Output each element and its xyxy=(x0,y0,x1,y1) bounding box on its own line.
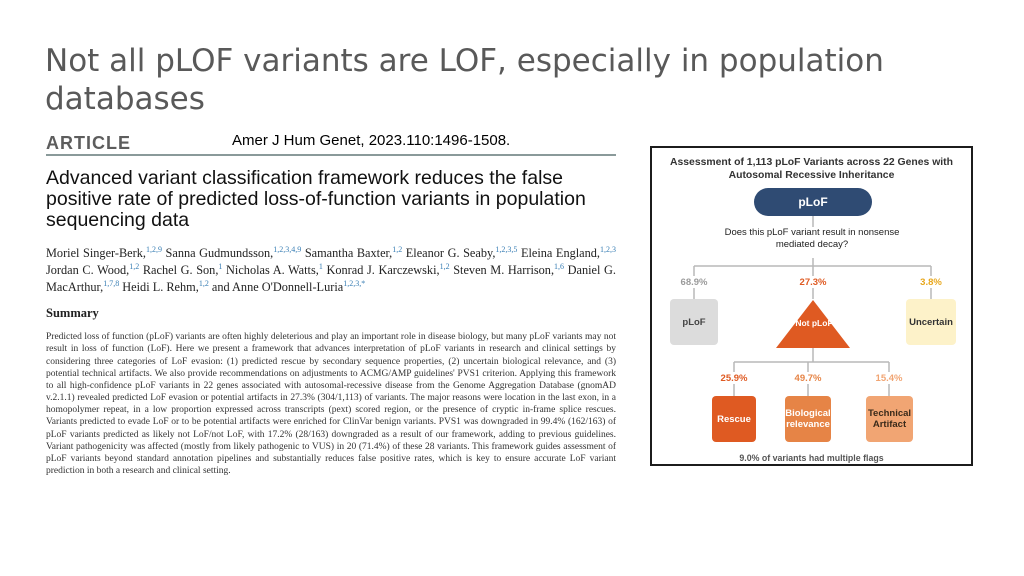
author-affiliation: 1,2,3,5 xyxy=(495,245,518,254)
figure-panel: Assessment of 1,113 pLoF Variants across… xyxy=(650,146,973,466)
author-affiliation: 1,2,3 xyxy=(599,245,616,254)
sub-pct-technical: 15.4% xyxy=(875,373,903,384)
author-name: Rachel G. Son, xyxy=(142,263,219,278)
sub-pct-biological: 49.7% xyxy=(794,373,822,384)
author-name: Daniel G. MacArthur, xyxy=(46,263,617,295)
plof-root-node: pLoF xyxy=(754,188,872,216)
author-name: and Anne O'Donnell-Luria xyxy=(211,280,344,295)
slide-title: Not all pLOF variants are LOF, especiall… xyxy=(45,43,884,117)
branch-pct-uncertain: 3.8% xyxy=(920,277,942,288)
author-affiliation: 1,6 xyxy=(554,262,565,272)
figure-title: Assessment of 1,113 pLoF Variants across… xyxy=(670,157,953,181)
author-affiliation: 1,2,3,* xyxy=(343,279,366,289)
biological-relevance-box: Biological relevance xyxy=(785,396,831,442)
article-divider xyxy=(46,154,616,156)
author-affiliation: 1,2,3,4,9 xyxy=(273,245,302,254)
author-name: Nicholas A. Watts, xyxy=(226,263,319,278)
article-panel: ARTICLE Advanced variant classification … xyxy=(46,133,616,477)
author-affiliation: 1,2 xyxy=(439,262,450,272)
not-plof-triangle xyxy=(776,300,850,348)
author-name: Moriel Singer-Berk, xyxy=(46,246,146,261)
figure-footer: 9.0% of variants had multiple flags xyxy=(739,453,884,463)
author-affiliation: 1,2 xyxy=(129,262,140,272)
citation: Amer J Hum Genet, 2023.110:1496-1508. xyxy=(232,132,511,149)
author-affiliation: 1 xyxy=(218,262,223,272)
author-affiliation: 1,2 xyxy=(198,279,209,289)
sub-pct-rescue: 25.9% xyxy=(720,373,748,384)
branch-pct-not-plof: 27.3% xyxy=(799,277,827,288)
article-authors: Moriel Singer-Berk,1,2,9 Sanna Gudmundss… xyxy=(46,243,616,294)
article-tag: ARTICLE xyxy=(46,133,131,153)
author-name: Konrad J. Karczewski, xyxy=(326,263,440,278)
author-name: Heidi L. Rehm, xyxy=(122,280,199,295)
plof-box: pLoF xyxy=(670,299,718,345)
not-plof-label: Not pLoF xyxy=(795,318,833,328)
author-affiliation: 1,7,8 xyxy=(103,279,120,289)
uncertain-box: Uncertain xyxy=(906,299,956,345)
summary-text: Predicted loss of function (pLoF) varian… xyxy=(46,332,616,476)
author-name: Steven M. Harrison, xyxy=(453,263,555,278)
article-title: Advanced variant classification framewor… xyxy=(46,167,586,231)
branch-pct-plof: 68.9% xyxy=(680,277,708,288)
author-affiliation: 1 xyxy=(318,262,323,272)
author-name: Samantha Baxter, xyxy=(304,246,393,261)
author-name: Sanna Gudmundsson, xyxy=(165,246,274,261)
rescue-box: Rescue xyxy=(712,396,756,442)
author-name: Eleanor G. Seaby, xyxy=(405,246,496,261)
author-name: Eleina England, xyxy=(520,246,600,261)
nmd-question: Does this pLoF variant result in nonsens… xyxy=(724,227,900,250)
author-name: Jordan C. Wood, xyxy=(46,263,130,278)
technical-artifact-box: Technical Artifact xyxy=(866,396,913,442)
author-affiliation: 1,2 xyxy=(392,245,403,254)
summary-heading: Summary xyxy=(46,306,99,321)
author-affiliation: 1,2,9 xyxy=(145,245,162,254)
flowchart-connectors xyxy=(693,216,932,396)
